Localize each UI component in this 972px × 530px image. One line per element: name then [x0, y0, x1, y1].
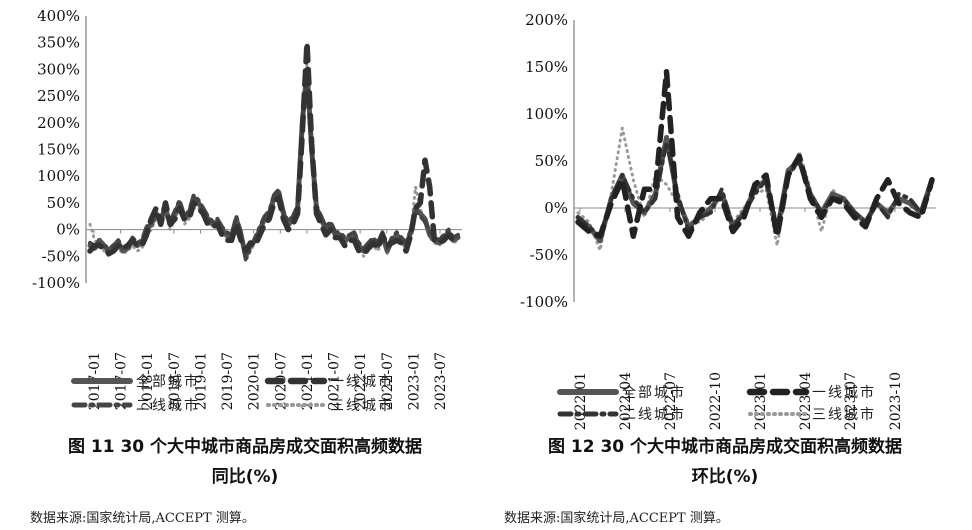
y-tick-label: 100%: [37, 167, 80, 185]
y-tick-label: -50%: [530, 246, 568, 264]
series-line-1: [87, 39, 461, 257]
x-tick-label: 2020-01: [247, 352, 263, 410]
x-tick-label: 2018-01: [140, 352, 156, 410]
legend-label-2: 二线城市: [136, 397, 200, 414]
y-tick-label: 200%: [525, 11, 568, 29]
y-tick-label: 0%: [544, 199, 568, 217]
y-tick-label: 50%: [47, 194, 80, 212]
legend-label-1: 一线城市: [812, 384, 876, 401]
x-tick-label: 2023-10: [888, 372, 904, 430]
legend-label-0: 全部城市: [136, 373, 200, 390]
y-tick-label: 150%: [37, 141, 80, 159]
source-note-1: 数据来源:国家统计局,ACCEPT 测算。: [30, 511, 255, 526]
source-note-2: 数据来源:国家统计局,ACCEPT 测算。: [504, 511, 729, 526]
x-tick-label: 2021-07: [327, 352, 343, 410]
legend-label-0: 全部城市: [622, 384, 686, 401]
x-tick-label: 2022-07: [663, 372, 679, 430]
y-tick-label: 400%: [37, 7, 80, 25]
series-line-1: [575, 68, 935, 239]
x-tick-label: 2023-01: [753, 372, 769, 430]
y-tick-label: -100%: [520, 293, 568, 311]
legend-label-2: 二线城市: [622, 406, 686, 423]
caption-1-line2: 同比(%): [211, 467, 279, 487]
x-tick-label: 2018-07: [167, 352, 183, 410]
caption-2-line2: 环比(%): [691, 467, 759, 487]
y-tick-label: 200%: [37, 114, 80, 132]
y-tick-label: 100%: [525, 105, 568, 123]
legend-label-3: 三线城市: [812, 406, 876, 423]
chart-yoy: 400% 350% 300% 250% 200% 150% 100% 50% 0% -50% -10…: [32, 7, 462, 414]
caption-1-line1: 图 11 30 个大中城市商品房成交面积高频数据: [67, 437, 423, 457]
x-tick-label: 2019-01: [193, 352, 209, 410]
x-tick-label: 2022-01: [353, 352, 369, 410]
y-tick-label: 50%: [535, 152, 568, 170]
x-tick-label: 2019-07: [220, 352, 236, 410]
y-tick-label: 350%: [37, 34, 80, 52]
y-tick-label: 300%: [37, 60, 80, 78]
chart-mom: 200% 150% 100% 50% 0% -50% -100% 2022-01 2022-04…: [520, 11, 936, 430]
y-tick-label: -50%: [42, 247, 80, 265]
y-tick-label: 0%: [56, 221, 80, 239]
x-tick-label: 2023-01: [406, 352, 422, 410]
x-tick-label: 2022-07: [380, 352, 396, 410]
legend-label-3: 三线城市: [330, 397, 394, 414]
caption-2-line1: 图 12 30 个大中城市商品房成交面积高频数据: [547, 437, 903, 457]
y-tick-label: 250%: [37, 87, 80, 105]
x-tick-label: 2022-04: [618, 372, 634, 430]
x-tick-label: 2023-07: [843, 372, 859, 430]
x-tick-label: 2023-07: [433, 352, 449, 410]
legend-label-1: 一线城市: [330, 373, 394, 390]
caption-chart-2: 图 12 30 个大中城市商品房成交面积高频数据 环比(%): [490, 432, 960, 492]
x-tick-label: 2022-10: [708, 372, 724, 430]
y-tick-label: -100%: [32, 274, 80, 292]
caption-chart-1: 图 11 30 个大中城市商品房成交面积高频数据 同比(%): [10, 432, 480, 492]
x-tick-label: 2023-04: [798, 372, 814, 430]
y-tick-label: 150%: [525, 58, 568, 76]
x-tick-label: 2022-01: [573, 372, 589, 430]
